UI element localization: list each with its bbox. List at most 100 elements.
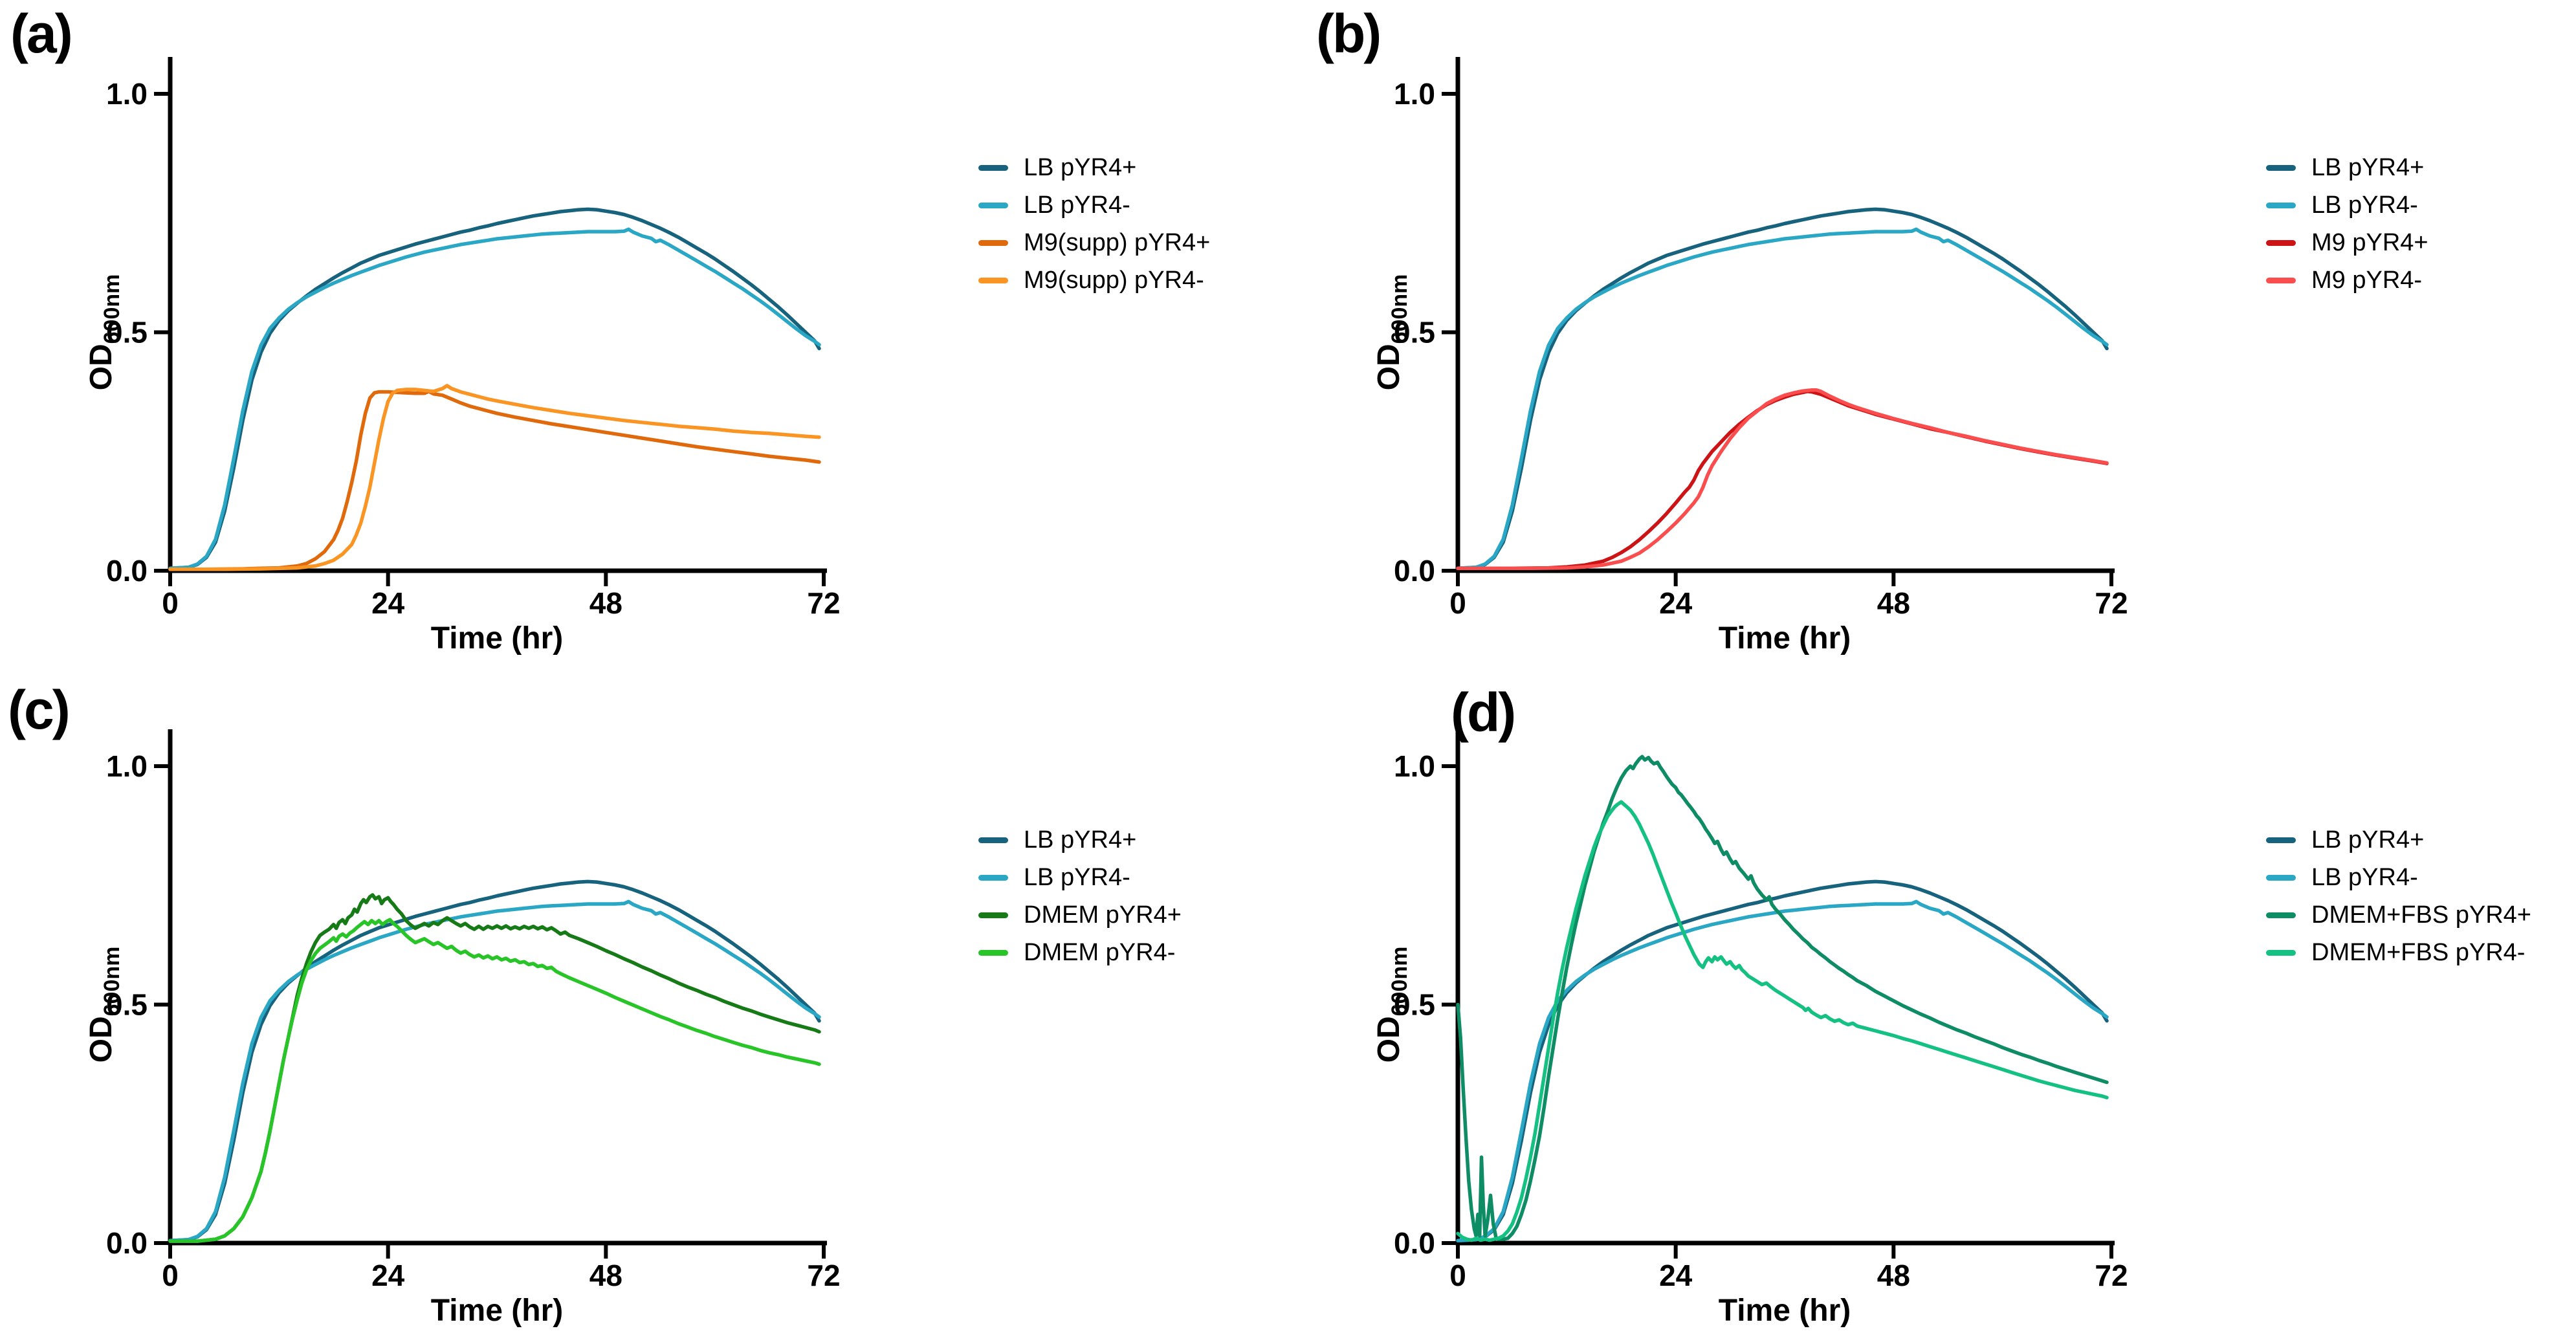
plot-area-a: 0.0 0.5 1.0 0 24 48 72 Time (hr) OD600nm [84,57,841,655]
axis-spines [168,57,827,573]
legend-swatch [978,837,1008,843]
legend-swatch [2266,277,2296,283]
y-axis-title: OD600nm [1372,947,1412,1063]
y-axis-title: OD600nm [1372,274,1412,391]
legend-item: LB pYR4+ [2266,149,2428,186]
legend-swatch [2266,912,2296,918]
y-tick-label: 0.5 [106,988,148,1022]
y-tick-label: 1.0 [1394,77,1435,111]
legend-swatch [978,949,1008,956]
legend-label: M9(supp) pYR4+ [1024,228,1211,256]
axis-spines [1455,729,2115,1246]
series-line-lb-pyr4+ [168,207,821,571]
y-tick-label: 0.5 [106,316,148,349]
series-line-dmem+fbs-pyr4+ [1456,755,2109,1241]
legend-swatch [978,874,1008,881]
panel-label-a: (a) [10,3,73,64]
panel-label-d: (d) [1451,682,1516,743]
plot-area-d: 0.0 0.5 1.0 0 24 48 72 Time (hr) OD600nm [1372,729,2128,1328]
legend-label: LB pYR4+ [2311,153,2425,181]
y-axis-title: OD600nm [84,947,124,1063]
x-tick-label: 24 [1659,586,1693,620]
y-tick-label: 0.0 [1394,1226,1435,1260]
x-axis-title: Time (hr) [1719,1294,1851,1328]
legend-swatch [2266,837,2296,843]
y-tick-label: 0.5 [1394,988,1435,1022]
x-tick-label: 24 [1659,1259,1693,1292]
series-line-m9-supp-pyr4- [168,384,821,571]
series-line-m9-supp-pyr4+ [168,390,821,571]
legend-item: LB pYR4+ [978,821,1182,859]
legend-item: M9(supp) pYR4- [978,261,1210,299]
y-tick-label: 0.5 [1394,316,1435,349]
legend-label: M9 pYR4- [2311,266,2423,294]
legend-item: LB pYR4- [2266,186,2428,224]
legend-item: M9(supp) pYR4+ [978,224,1210,261]
legend-item: LB pYR4+ [978,149,1210,186]
y-tick-label: 1.0 [106,77,148,111]
series-line-lb-pyr4- [168,899,821,1243]
x-tick-label: 72 [2095,586,2128,620]
x-axis-title: Time (hr) [431,621,563,655]
plot-area-b: 0.0 0.5 1.0 0 24 48 72 Time (hr) OD600nm [1372,57,2128,655]
legend-swatch [978,912,1008,918]
x-tick-label: 48 [589,1259,622,1292]
series-line-lb-pyr4- [1456,899,2109,1243]
series-line-lb-pyr4+ [1456,207,2109,571]
panel-c: 0.0 0.5 1.0 0 24 48 72 Time (hr) OD600nm (c) LB … [0,672,1288,1344]
x-tick-label: 48 [1877,586,1910,620]
legend-item: DMEM+FBS pYR4+ [2266,896,2531,934]
axis-spines [1455,57,2115,573]
legend-a: LB pYR4+ LB pYR4- M9(supp) pYR4+ M9(supp) p… [978,149,1210,299]
legend-item: M9 pYR4+ [2266,224,2428,261]
series-line-lb-pyr4+ [168,879,821,1243]
y-tick-label: 0.0 [106,554,148,588]
legend-c: LB pYR4+ LB pYR4- DMEM pYR4+ DMEM pYR4- [978,821,1182,971]
legend-label: M9 pYR4+ [2311,228,2428,256]
legend-label: LB pYR4- [2311,191,2418,219]
legend-label: DMEM+FBS pYR4- [2311,938,2526,966]
plot-area-c: 0.0 0.5 1.0 0 24 48 72 Time (hr) OD600nm [84,729,841,1328]
legend-item: LB pYR4- [2266,859,2531,896]
legend-label: LB pYR4- [2311,863,2418,891]
panel-label-b: (b) [1316,3,1382,64]
series-line-lb-pyr4- [168,227,821,571]
legend-label: DMEM+FBS pYR4+ [2311,901,2531,929]
legend-label: LB pYR4+ [2311,826,2425,854]
x-tick-label: 72 [2095,1259,2128,1292]
x-axis-title: Time (hr) [1719,621,1851,655]
x-tick-label: 24 [371,586,405,620]
legend-item: M9 pYR4- [2266,261,2428,299]
legend-swatch [2266,239,2296,246]
legend-swatch [978,239,1008,246]
y-tick-label: 0.0 [106,1226,148,1260]
x-tick-label: 48 [589,586,622,620]
legend-swatch [978,277,1008,283]
legend-label: LB pYR4+ [1024,826,1137,854]
series-line-dmem-pyr4- [168,918,821,1243]
x-tick-label: 72 [807,1259,840,1292]
x-tick-label: 0 [1449,586,1466,620]
y-tick-label: 0.0 [1394,554,1435,588]
y-tick-label: 1.0 [1394,749,1435,783]
legend-item: DMEM pYR4+ [978,896,1182,934]
x-tick-label: 0 [1449,1259,1466,1292]
axis-spines [168,729,827,1246]
series-line-dmem+fbs-pyr4- [1456,800,2109,1242]
legend-swatch [978,164,1008,171]
panel-label-c: (c) [8,679,71,740]
y-tick-label: 1.0 [106,749,148,783]
x-tick-label: 0 [162,1259,179,1292]
x-tick-label: 72 [807,586,840,620]
x-tick-label: 48 [1877,1259,1910,1292]
series-line-lb-pyr4- [1456,227,2109,571]
panel-b: 0.0 0.5 1.0 0 24 48 72 Time (hr) OD600nm (b) LB … [1288,0,2575,672]
series-line-lb-pyr4+ [1456,879,2109,1243]
legend-label: DMEM pYR4+ [1024,901,1182,929]
legend-swatch [2266,874,2296,881]
legend-label: LB pYR4- [1024,863,1130,891]
legend-label: M9(supp) pYR4- [1024,266,1204,294]
legend-label: LB pYR4+ [1024,153,1137,181]
legend-swatch [2266,164,2296,171]
legend-item: LB pYR4+ [2266,821,2531,859]
